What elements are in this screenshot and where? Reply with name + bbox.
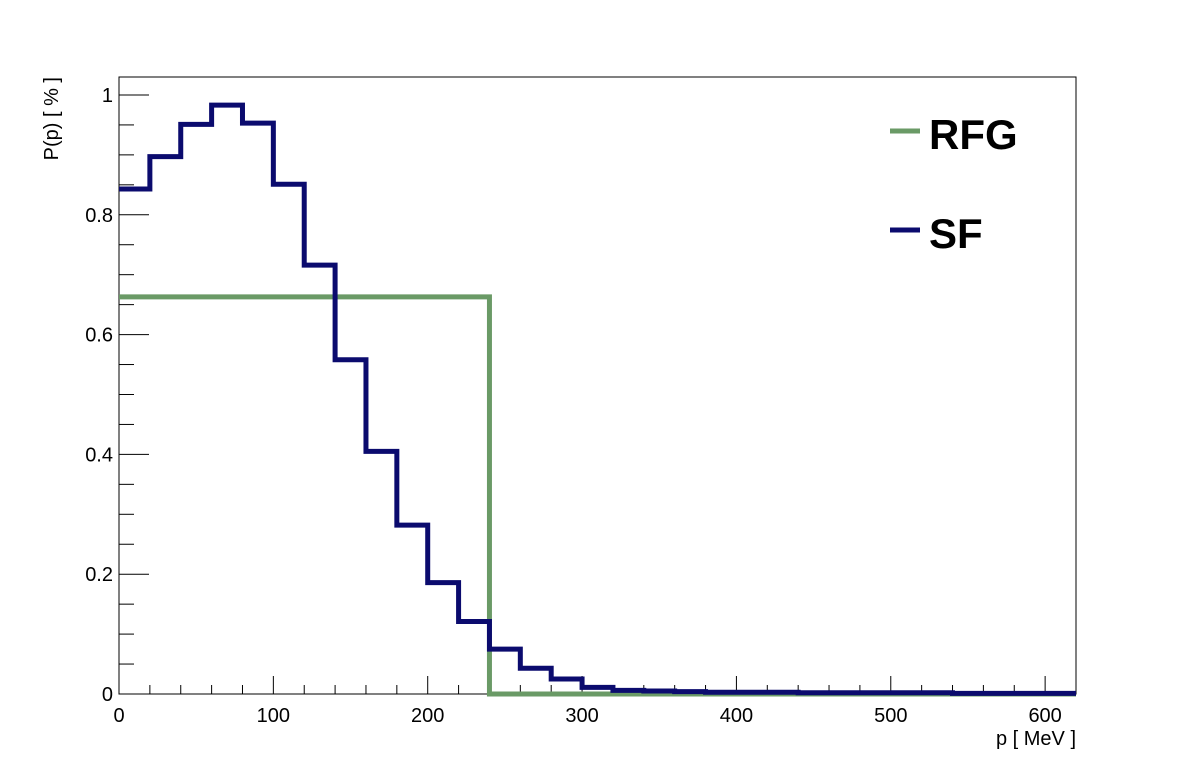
y-tick-label: 0.4	[85, 444, 113, 466]
x-tick-label: 100	[257, 705, 290, 727]
y-axis-title: P(p) [ % ]	[41, 77, 63, 160]
x-tick-label: 0	[113, 705, 124, 727]
y-tick-label: 0.6	[85, 325, 113, 347]
legend-rfg-label: RFG	[929, 111, 1018, 158]
y-tick-label: 1	[102, 85, 113, 107]
x-tick-label: 400	[720, 705, 753, 727]
x-tick-label: 200	[411, 705, 444, 727]
legend-sf-label: SF	[929, 210, 983, 257]
y-tick-label: 0.2	[85, 564, 113, 586]
series-sf-line	[119, 102, 1076, 696]
series-rfg-line	[119, 294, 1076, 697]
plot-frame	[118, 76, 1077, 695]
x-axis-title: p [ MeV ]	[996, 728, 1076, 750]
y-tick-label: 0	[102, 684, 113, 706]
y-tick-label: 0.8	[85, 205, 113, 227]
x-tick-label: 300	[565, 705, 598, 727]
x-tick-label: 600	[1028, 705, 1061, 727]
x-tick-label: 500	[874, 705, 907, 727]
